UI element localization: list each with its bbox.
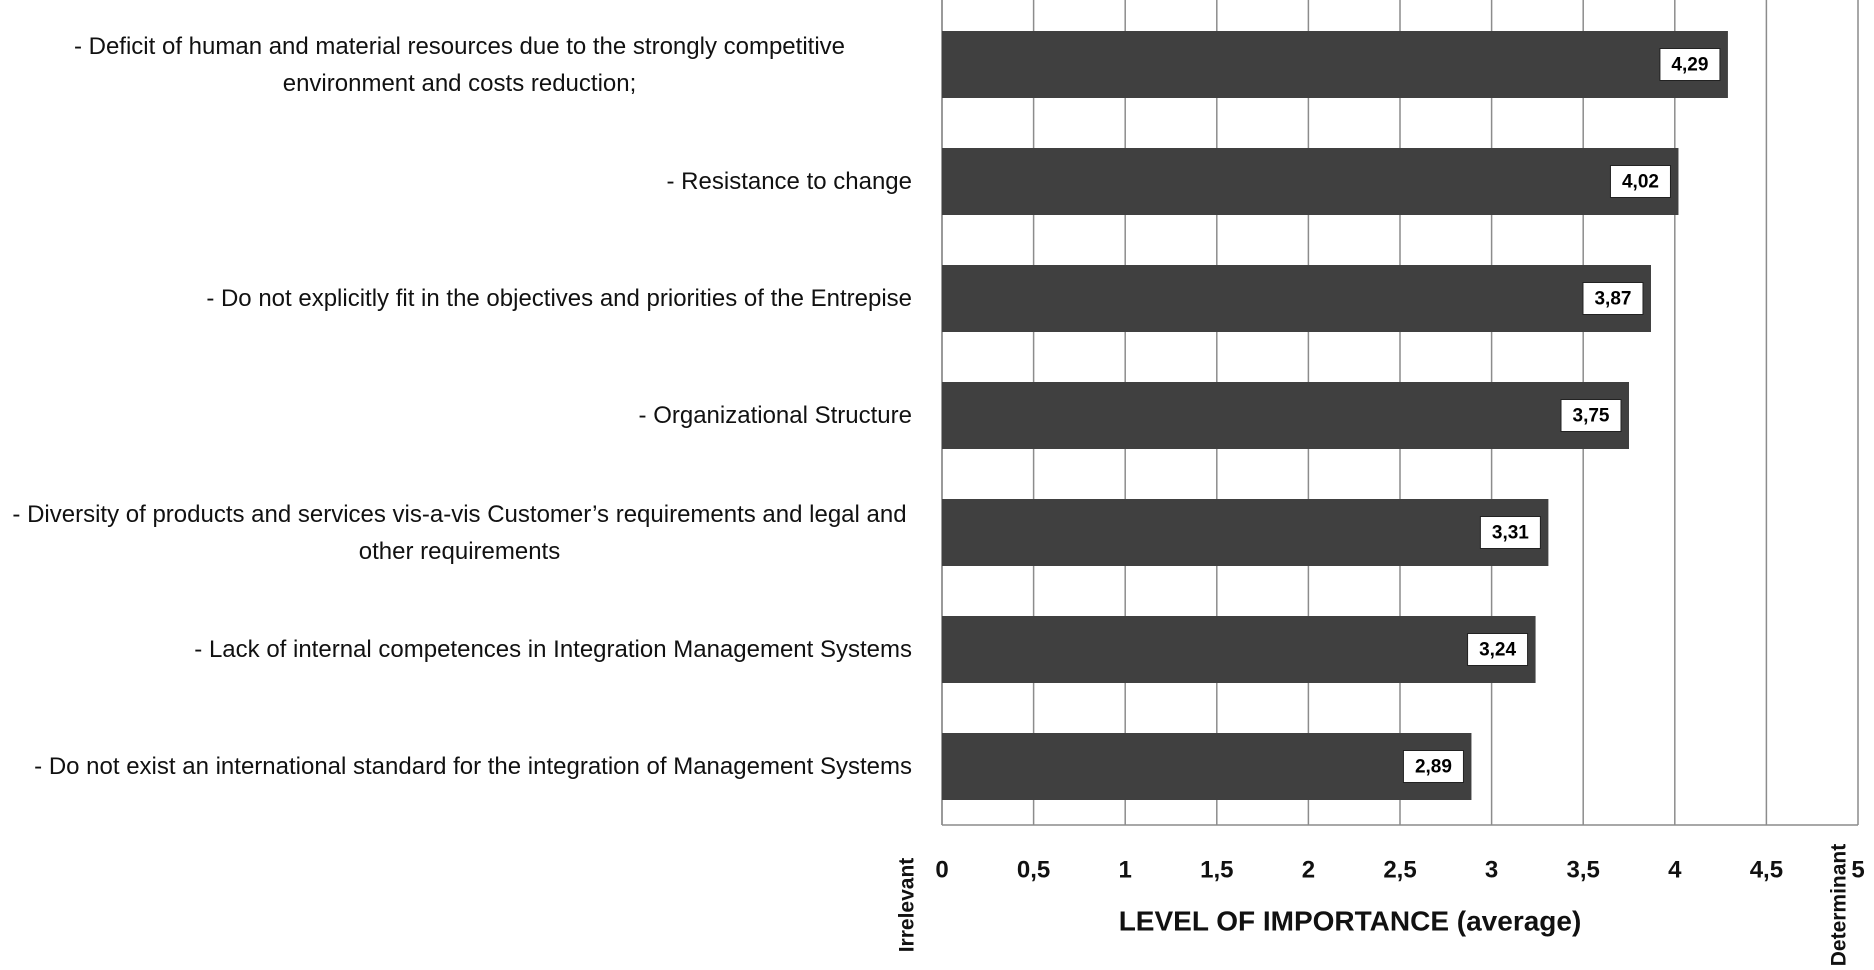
y-tick-label: - Deficit of human and material resource… [73,32,846,97]
x-tick-label: 0 [935,856,948,883]
y-tick-label: - Diversity of products and services vis… [12,500,907,565]
y-tick-label-box: - Diversity of products and services vis… [4,483,912,583]
y-tick-label: - Lack of internal competences in Integr… [194,636,912,663]
x-tick-label: 3,5 [1567,856,1600,883]
value-label: 4,02 [1609,165,1671,198]
value-label-box [1609,165,1671,198]
bar [942,265,1651,332]
bar [942,382,1629,449]
y-tick-label-box: - Resistance to change [4,132,912,232]
value-label: 4,29 [1659,48,1721,81]
value-label: 3,75 [1560,399,1622,432]
y-tick-label: - Do not exist an international standard… [34,753,912,780]
bar [942,31,1728,98]
x-tick-label: 3 [1485,856,1498,883]
y-tick-label: - Do not explicitly fit in the objective… [206,285,912,312]
value-label-text: 3,24 [1479,640,1516,661]
value-label-text: 4,02 [1622,172,1659,193]
y-tick-label-box: - Organizational Structure [4,366,912,466]
y-tick-label-box: - Do not explicitly fit in the objective… [4,249,912,349]
value-label: 2,89 [1402,750,1464,783]
x-tick-label: 1 [1119,856,1132,883]
y-tick-label-box: - Deficit of human and material resource… [4,15,912,115]
y-tick-label-box: - Do not exist an international standard… [4,717,912,817]
x-tick-label: 4,5 [1750,856,1783,883]
value-label-text: 3,87 [1594,289,1631,310]
value-label: 3,87 [1582,282,1644,315]
value-label-box [1402,750,1464,783]
x-tick-label: 0,5 [1017,856,1050,883]
x-tick-label: 2,5 [1383,856,1416,883]
value-label-box [1479,516,1541,549]
value-label: 3,31 [1479,516,1541,549]
x-tick-label: 2 [1302,856,1315,883]
value-label-text: 3,31 [1492,523,1529,544]
x-axis-title: LEVEL OF IMPORTANCE (average) [1119,905,1582,936]
bar [942,148,1679,215]
value-label-box [1659,48,1721,81]
x-tick-label: 1,5 [1200,856,1233,883]
x-tick-label: 5 [1851,856,1864,883]
x-start-label: Irrelevant [896,858,919,953]
bar [942,499,1549,566]
bar [942,733,1472,800]
value-label-text: 4,29 [1671,55,1708,76]
x-tick-label: 4 [1668,856,1682,883]
value-label-text: 2,89 [1415,757,1452,778]
x-end-label: Determinant [1828,844,1851,967]
y-tick-label: - Resistance to change [666,168,912,195]
value-label-box [1467,633,1529,666]
value-label-box [1560,399,1622,432]
value-label-box [1582,282,1644,315]
value-label-text: 3,75 [1573,406,1610,427]
y-tick-label-box: - Lack of internal competences in Integr… [4,600,912,700]
value-label: 3,24 [1467,633,1529,666]
y-tick-label: - Organizational Structure [638,402,912,429]
bar [942,616,1536,683]
